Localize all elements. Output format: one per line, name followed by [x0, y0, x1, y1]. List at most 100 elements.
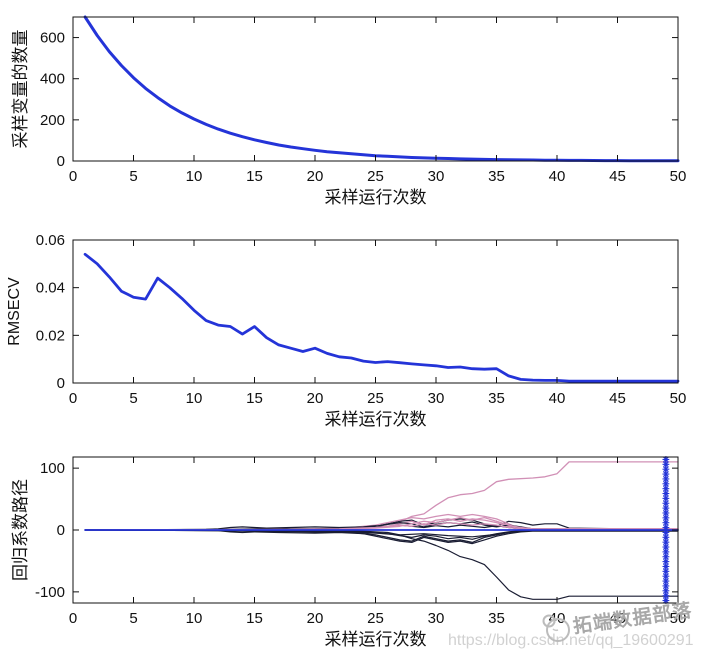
x-tick-label: 25: [367, 168, 384, 185]
y-axis-label: RMSECV: [6, 277, 23, 346]
asterisk-marker: [662, 514, 670, 522]
asterisk-marker: [662, 582, 670, 590]
asterisk-marker: [662, 529, 670, 536]
y-tick-label: 0.02: [36, 327, 65, 344]
asterisk-stroke: [663, 529, 669, 536]
y-tick-label: 0: [57, 522, 65, 539]
x-tick-label: 30: [428, 168, 445, 185]
y-tick-label: 100: [40, 460, 65, 477]
asterisk-stroke: [663, 553, 669, 560]
y-tick-label: 0: [57, 153, 65, 170]
asterisk-marker: [662, 592, 670, 600]
x-tick-label: 30: [428, 610, 445, 627]
brand-logo-icon: [542, 614, 570, 642]
x-tick-label: 5: [129, 610, 137, 627]
asterisk-stroke: [663, 515, 669, 521]
asterisk-stroke: [663, 563, 669, 570]
asterisk-stroke: [663, 592, 669, 599]
asterisk-stroke: [663, 549, 669, 555]
coef-path-pink-4: [84, 516, 679, 531]
x-tick-label: 35: [488, 168, 505, 185]
asterisk-stroke: [663, 558, 669, 565]
number-of-sampled-variables: [83, 15, 680, 163]
asterisk-stroke: [663, 461, 669, 468]
x-tick-label: 35: [488, 390, 505, 407]
x-tick-label: 40: [549, 168, 566, 185]
x-tick-label: 30: [428, 390, 445, 407]
asterisk-marker: [662, 563, 670, 570]
asterisk-stroke: [663, 544, 669, 550]
chart-rmsecv: 0 5 10 15 20 25 30 35 40 45 50 0 0.02 0.04 0.06 采样运行次数 R…: [6, 232, 686, 429]
x-tick-label: 45: [609, 610, 626, 627]
x-tick-label: 25: [367, 610, 384, 627]
y-tick-label: 0.06: [36, 232, 65, 249]
x-tick-label: 10: [186, 390, 203, 407]
asterisk-marker: [662, 485, 670, 493]
y-axis-label: 采样变量的数量: [11, 30, 30, 149]
asterisk-marker: [662, 587, 670, 595]
asterisk-stroke: [663, 573, 669, 579]
x-tick-label: 15: [246, 610, 263, 627]
asterisk-stroke: [663, 500, 669, 507]
coef-path-black-4: [84, 529, 679, 545]
x-axis-label: 采样运行次数: [325, 410, 427, 429]
asterisk-stroke: [663, 588, 669, 594]
asterisk-stroke: [663, 578, 669, 584]
x-tick-label: 45: [609, 168, 626, 185]
x-tick-label: 40: [549, 390, 566, 407]
x-tick-label: 20: [307, 610, 324, 627]
asterisk-stroke: [663, 519, 669, 526]
asterisk-stroke: [663, 534, 669, 541]
x-tick-label: 10: [186, 610, 203, 627]
coef-path-rising-pink: [84, 461, 679, 531]
x-tick-label: 5: [129, 390, 137, 407]
asterisk-stroke: [663, 481, 669, 487]
asterisk-stroke: [663, 583, 669, 589]
chart-sampled-variables: 0 5 10 15 20 25 30 35 40 45 50 0 200 400 600 采样运行次数 采样变量…: [11, 15, 687, 207]
asterisk-stroke: [663, 568, 669, 575]
y-tick-label: 200: [40, 112, 65, 129]
y-tick-label: 0: [57, 375, 65, 392]
rmsecv-curve: [83, 252, 680, 383]
asterisk-stroke: [663, 471, 669, 477]
y-tick-label: -100: [35, 584, 65, 601]
x-tick-label: 5: [129, 168, 137, 185]
x-tick-label: 50: [670, 168, 687, 185]
asterisk-marker: [662, 470, 670, 478]
y-tick-label: 400: [40, 71, 65, 88]
x-axis-label: 采样运行次数: [325, 188, 427, 207]
watermark-url-text: https://blog.csdn.net/qq_19600291: [448, 632, 694, 649]
x-tick-label: 50: [670, 610, 687, 627]
optimal-iteration-marker-line: [662, 456, 670, 604]
coef-path-black-7: [84, 529, 679, 538]
x-tick-label: 0: [69, 168, 77, 185]
y-axis-label: 回归系数路径: [11, 479, 30, 581]
x-tick-label: 35: [488, 610, 505, 627]
asterisk-stroke: [663, 495, 669, 502]
asterisk-stroke: [663, 466, 669, 472]
x-tick-label: 15: [246, 168, 263, 185]
x-tick-label: 15: [246, 390, 263, 407]
coef-path-falling-black: [84, 529, 679, 600]
y-tick-label: 600: [40, 30, 65, 47]
x-tick-label: 20: [307, 168, 324, 185]
x-axis-label: 采样运行次数: [325, 630, 427, 649]
x-tick-label: 25: [367, 390, 384, 407]
x-tick-label: 50: [670, 390, 687, 407]
x-tick-label: 10: [186, 168, 203, 185]
asterisk-stroke: [663, 524, 669, 531]
asterisk-stroke: [663, 510, 669, 516]
asterisk-stroke: [663, 505, 669, 511]
x-tick-label: 20: [307, 390, 324, 407]
asterisk-stroke: [663, 597, 669, 604]
asterisk-marker: [662, 519, 670, 527]
asterisk-stroke: [663, 539, 669, 545]
x-tick-label: 0: [69, 610, 77, 627]
asterisk-stroke: [663, 485, 669, 492]
asterisk-stroke: [663, 456, 669, 463]
y-tick-label: 0.04: [36, 280, 65, 297]
axes-box: [72, 16, 679, 162]
